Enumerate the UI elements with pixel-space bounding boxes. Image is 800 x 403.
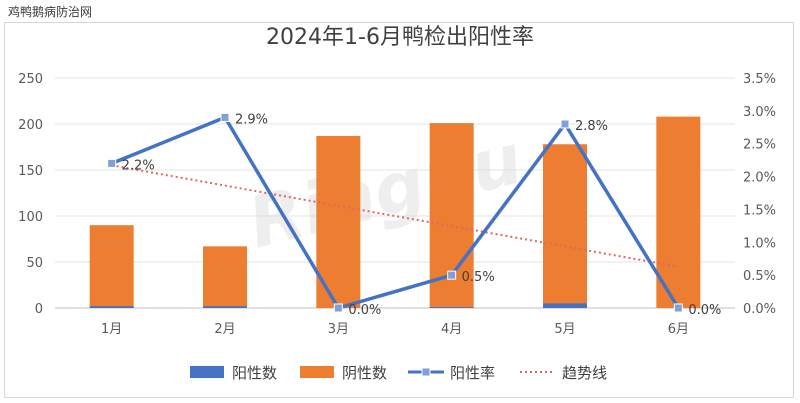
positive-bar <box>543 303 587 308</box>
negative-bar <box>89 225 134 308</box>
rate-point <box>560 119 570 129</box>
rate-point <box>220 112 230 122</box>
left-tick-label: 200 <box>18 118 43 133</box>
rate-point <box>107 158 117 168</box>
gridlines <box>55 77 735 309</box>
legend-label: 阳性率 <box>450 364 495 382</box>
chart-frame <box>4 22 794 398</box>
negative-bar <box>203 246 247 308</box>
positive-bar <box>203 306 247 308</box>
x-tick-label: 5月 <box>554 322 575 337</box>
site-label: 鸡鸭鹅病防治网 <box>8 5 93 19</box>
right-tick-label: 0.0% <box>743 302 776 317</box>
x-tick-label: 2月 <box>214 322 235 337</box>
legend-swatch <box>190 366 224 378</box>
x-tick-label: 6月 <box>668 322 689 337</box>
trendline-path <box>111 164 679 268</box>
watermark: Ringpu <box>241 118 530 265</box>
trendline <box>111 164 679 268</box>
rate-data-label: 0.0% <box>688 303 721 318</box>
negative-bar <box>656 116 701 308</box>
x-tick-label: 1月 <box>101 322 122 337</box>
legend-label: 阳性数 <box>232 364 277 382</box>
legend: 阳性数 阴性数 阳性率 趋势线 <box>190 364 607 382</box>
legend-label: 阴性数 <box>342 364 387 382</box>
chart-title: 2024年1-6月鸭检出阳性率 <box>266 25 534 50</box>
right-tick-label: 0.5% <box>743 269 776 284</box>
negative-bar <box>543 144 587 308</box>
x-tick-label: 4月 <box>441 322 462 337</box>
rate-data-label: 2.9% <box>235 112 268 127</box>
left-tick-label: 50 <box>26 256 43 271</box>
rate-point <box>673 303 683 313</box>
positive-bar <box>429 307 474 308</box>
rate-data-label: 2.8% <box>575 119 608 134</box>
rate-point <box>447 270 457 280</box>
left-axis-ticks: 0 50 100 150 200 250 <box>18 72 43 317</box>
rate-data-label: 2.2% <box>122 158 155 173</box>
bars <box>89 116 701 308</box>
rate-data-label: 0.0% <box>348 303 381 318</box>
negative-bar <box>316 135 361 308</box>
rate-point <box>333 303 343 313</box>
right-axis-ticks: 0.0% 0.5% 1.0% 1.5% 2.0% 2.5% 3.0% 3.5% <box>743 72 776 317</box>
right-tick-label: 3.5% <box>743 72 776 87</box>
right-tick-label: 2.5% <box>743 138 776 153</box>
legend-label: 趋势线 <box>562 364 607 382</box>
legend-swatch <box>300 366 334 378</box>
left-tick-label: 250 <box>18 72 43 87</box>
rate-data-label: 0.5% <box>462 270 495 285</box>
left-tick-label: 150 <box>18 164 43 179</box>
rate-line: 2.2% 2.9% 0.0% 0.5% 2.8% 0.0% <box>107 112 721 318</box>
right-tick-label: 1.5% <box>743 203 776 218</box>
rate-line-path <box>111 115 680 310</box>
right-tick-label: 3.0% <box>743 105 776 120</box>
left-tick-label: 0 <box>35 302 43 317</box>
x-tick-label: 3月 <box>328 322 349 337</box>
left-tick-label: 100 <box>18 210 43 225</box>
x-axis-ticks: 1月 2月 3月 4月 5月 6月 <box>101 322 689 337</box>
right-tick-label: 1.0% <box>743 236 776 251</box>
positive-bar <box>89 306 134 308</box>
legend-marker <box>421 367 431 377</box>
right-tick-label: 2.0% <box>743 171 776 186</box>
